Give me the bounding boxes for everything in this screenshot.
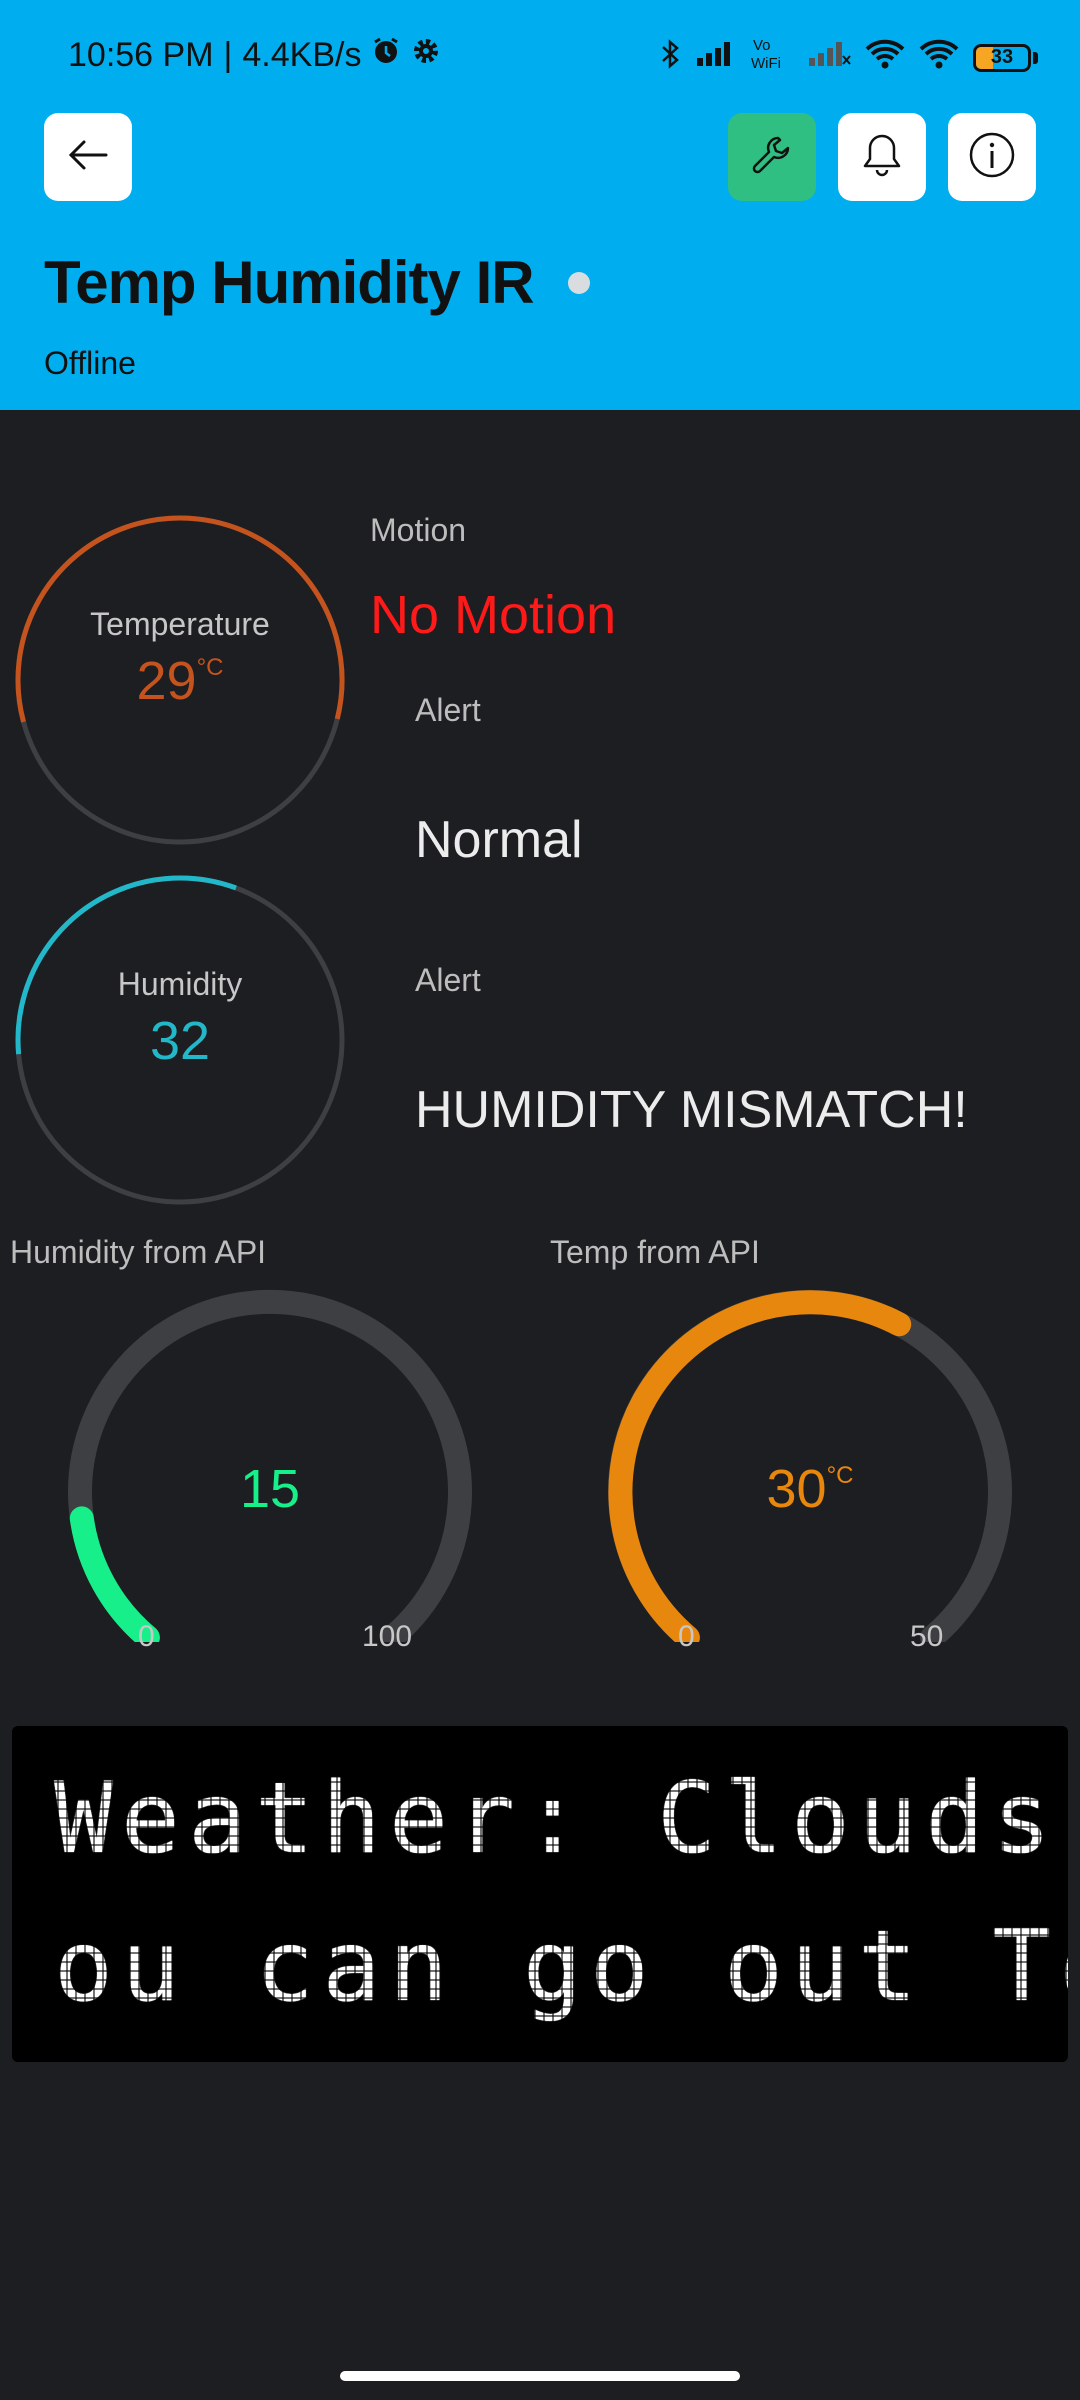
alert-value-2: HUMIDITY MISMATCH! (415, 1081, 968, 1139)
title-row: Temp Humidity IR (44, 248, 590, 317)
temp-api-unit: °C (826, 1462, 854, 1489)
temperature-value-wrap: 29°C (10, 650, 350, 712)
settings-icon (411, 36, 441, 75)
humidity-label: Humidity (117, 966, 243, 1002)
temperature-ring (15, 515, 345, 845)
alarm-icon (371, 36, 401, 75)
humidity-api-dial (68, 1290, 472, 1642)
back-button[interactable] (44, 113, 132, 201)
alert-label-2: Alert (415, 962, 481, 998)
connection-status-dot (567, 271, 590, 294)
temp-api-value-wrap: 30°C (580, 1458, 1040, 1520)
status-bar: 10:56 PM | 4.4KB/s Vo WiFi (0, 0, 1080, 100)
status-separator: | (223, 36, 233, 74)
battery-level: 33 (990, 46, 1014, 69)
signal-icon (695, 40, 735, 75)
humidity-api-gauge[interactable]: 15 0 100 (40, 1282, 500, 1653)
temp-api-label: Temp from API (550, 1234, 760, 1270)
status-left: 10:56 PM | 4.4KB/s (68, 36, 441, 75)
wifi-icon (865, 39, 905, 76)
lcd-display: Weather: Clouds ou can go out To (12, 1726, 1068, 2062)
temp-api-max: 50 (910, 1620, 944, 1653)
vowifi-icon: Vo WiFi (749, 36, 793, 79)
motion-value: No Motion (370, 585, 617, 645)
alert-value-1: Normal (415, 811, 583, 869)
svg-text:Vo: Vo (753, 37, 771, 54)
info-icon (967, 130, 1017, 185)
temperature-label: Temperature (90, 606, 270, 642)
status-time: 10:56 PM (68, 36, 214, 74)
info-button[interactable] (948, 113, 1036, 201)
app-header: 10:56 PM | 4.4KB/s Vo WiFi (0, 0, 1080, 410)
wifi-2-icon (919, 39, 959, 76)
bluetooth-icon (659, 39, 681, 76)
status-network-speed: 4.4KB/s (242, 36, 362, 74)
temp-api-dial (608, 1290, 1012, 1642)
svg-text:WiFi: WiFi (751, 55, 781, 72)
motion-label: Motion (370, 512, 467, 548)
status-right: Vo WiFi 33 (659, 36, 1038, 79)
humidity-value: 32 (149, 1011, 211, 1071)
lcd-line-1: Weather: Clouds (54, 1762, 1060, 1876)
humidity-api-min: 0 (138, 1620, 155, 1653)
wrench-icon (747, 130, 797, 185)
temp-api-value: 30 (766, 1459, 827, 1519)
device-status: Offline (44, 345, 136, 381)
temp-api-min: 0 (678, 1620, 695, 1653)
bell-icon (859, 130, 905, 185)
back-arrow-icon (64, 131, 112, 184)
temperature-value: 29 (136, 651, 197, 711)
temp-api-gauge[interactable]: 30°C 0 50 (580, 1282, 1040, 1653)
lcd-line-2: ou can go out To (54, 1910, 1068, 2024)
temperature-unit: °C (196, 654, 224, 681)
device-title: Temp Humidity IR (44, 249, 535, 316)
battery-icon: 33 (973, 43, 1031, 72)
signal-2-icon (807, 40, 851, 75)
humidity-api-label: Humidity from API (10, 1234, 267, 1270)
temperature-widget[interactable]: Temperature 29°C (10, 510, 350, 850)
notifications-button[interactable] (838, 113, 926, 201)
humidity-api-max: 100 (362, 1620, 413, 1653)
humidity-ring (15, 875, 345, 1205)
alert-label-1: Alert (415, 692, 481, 728)
humidity-api-value: 15 (239, 1459, 301, 1519)
home-indicator[interactable] (340, 2371, 740, 2381)
humidity-widget[interactable]: Humidity 32 (10, 870, 350, 1210)
settings-button[interactable] (728, 113, 816, 201)
